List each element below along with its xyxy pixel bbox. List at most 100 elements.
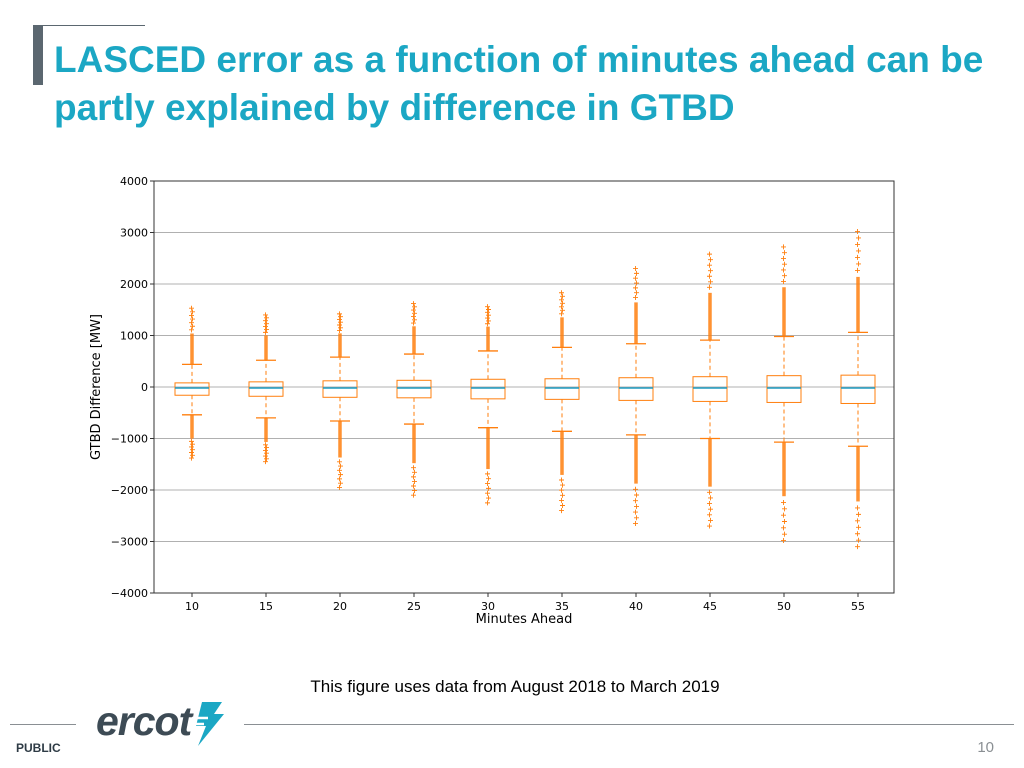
box-group [766,244,802,543]
iqr-box [544,378,580,400]
outlier-point [855,544,860,550]
x-tick-label: 40 [629,600,643,613]
x-tick-label: 50 [777,600,791,613]
outlier-point [708,495,713,501]
outlier-point [559,297,564,303]
box-plot-chart: 4000 3000 2000 1000 0 −1000 −2000 −3000 −4000 10… [89,175,895,627]
iqr-box [618,377,654,401]
x-tick-label: 55 [851,600,865,613]
outlier-point [189,305,194,311]
y-tick-label: −3000 [111,536,148,549]
y-tick-label: 0 [141,381,148,394]
outlier-point [485,471,490,477]
x-tick-label: 25 [407,600,421,613]
outlier-point [633,486,638,492]
outlier-point [263,318,268,324]
outlier-point [338,314,343,320]
outlier-point [485,490,490,496]
outlier-point [411,474,416,480]
title-accent-rule [33,25,145,26]
outlier-point [781,500,786,506]
ercot-logo-text: ercot [96,698,192,744]
outlier-point [781,512,786,518]
box-group [618,266,654,526]
outlier-point [411,492,416,498]
outlier-point [337,311,342,317]
outlier-point [337,316,342,322]
outlier-point [337,322,342,328]
outlier-point [560,482,565,488]
outlier-point [634,280,639,286]
outlier-point [559,304,564,310]
outlier-point [264,456,269,462]
outlier-point [263,442,268,448]
iqr-box [470,378,506,400]
outlier-point [559,290,564,296]
box-group [544,290,580,514]
y-tick-label: −1000 [111,433,148,446]
outlier-point [855,505,860,511]
outlier-point [560,300,565,306]
outlier-point [338,325,343,331]
y-tick-label: −4000 [111,587,148,600]
outlier-point [486,495,491,501]
box-group [840,228,876,550]
x-tick-label: 45 [703,600,717,613]
x-tick-label: 15 [259,600,273,613]
outlier-point [263,312,268,318]
outlier-point [856,524,861,530]
outlier-point [782,273,787,279]
outlier-point [855,241,860,247]
outlier-point [486,318,491,324]
iqr-box [396,379,432,399]
outlier-point [560,492,565,498]
outlier-point [338,472,343,478]
outlier-point [707,489,712,495]
outlier-point [855,254,860,260]
outlier-point [264,445,269,451]
outlier-point [633,498,638,504]
x-tick-label: 30 [481,600,495,613]
outlier-point [337,328,342,334]
outlier-point [486,485,491,491]
outlier-point [707,512,712,518]
box-group [322,311,358,490]
outlier-point [189,444,194,450]
outlier-point [412,478,417,484]
outlier-point [559,497,564,503]
outlier-point [634,515,639,521]
outlier-point [264,321,269,327]
iqr-box [692,376,728,402]
y-tick-label: 1000 [120,330,148,343]
y-axis-label: GTBD Difference [MW] [89,314,104,460]
outlier-point [560,293,565,299]
x-tick-label: 20 [333,600,347,613]
page-number: 10 [977,739,994,756]
outlier-point [560,503,565,509]
outlier-point [855,531,860,537]
outlier-point [634,503,639,509]
outlier-point [856,537,861,543]
outlier-point [707,523,712,529]
outlier-point [338,463,343,469]
outlier-point [338,319,343,325]
box-group [470,304,506,506]
y-tick-label: 3000 [120,227,148,240]
outlier-point [707,262,712,268]
outlier-point [633,509,638,515]
outlier-point [633,520,638,526]
outlier-point [337,476,342,482]
outlier-point [337,459,342,465]
outlier-point [411,314,416,320]
outlier-point [486,476,491,482]
outlier-point [559,508,564,514]
iqr-box [322,380,358,398]
outlier-point [190,323,195,329]
outlier-point [264,315,269,321]
grid-lines [154,232,894,542]
outlier-point [190,447,195,453]
outlier-point [411,465,416,471]
outlier-point [781,525,786,531]
outlier-point [782,261,787,267]
outlier-point [634,492,639,498]
